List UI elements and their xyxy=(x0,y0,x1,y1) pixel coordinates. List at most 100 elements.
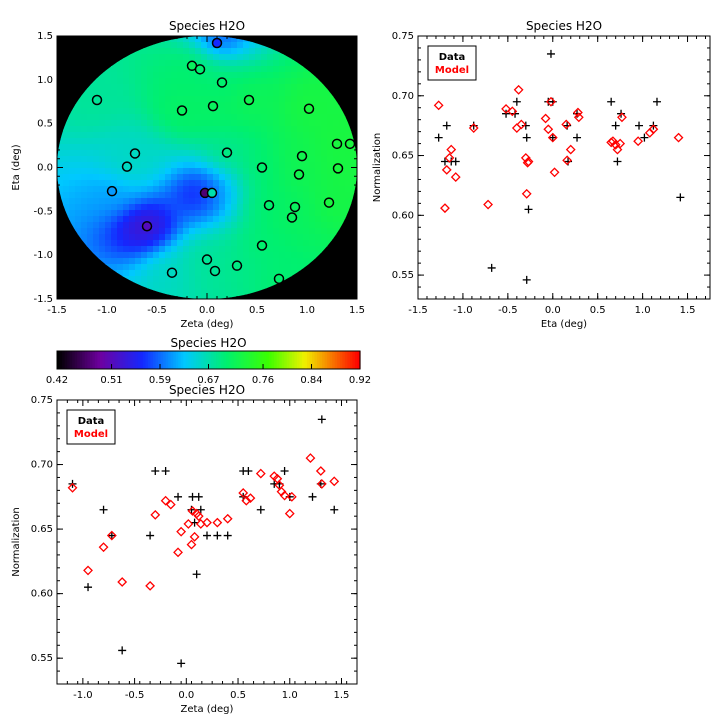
field-cell xyxy=(321,228,328,235)
field-cell xyxy=(309,84,316,91)
field-cell xyxy=(147,186,154,193)
field-cell xyxy=(219,174,226,181)
colorbar-cell xyxy=(339,351,343,369)
field-cell xyxy=(261,186,268,193)
field-cell xyxy=(99,228,106,235)
field-cell xyxy=(183,60,190,67)
field-cell xyxy=(321,240,328,247)
field-cell xyxy=(129,72,136,79)
field-cell xyxy=(273,252,280,259)
field-cell xyxy=(111,84,118,91)
field-cell xyxy=(213,252,220,259)
field-cell xyxy=(117,216,124,223)
field-cell xyxy=(81,132,88,139)
field-cell xyxy=(261,66,268,73)
field-cell xyxy=(105,234,112,241)
colorbar-cell xyxy=(319,351,323,369)
field-cell xyxy=(177,132,184,139)
field-cell xyxy=(183,102,190,109)
field-cell xyxy=(135,78,142,85)
field-cell xyxy=(309,174,316,181)
field-cell xyxy=(297,258,304,265)
field-cell xyxy=(201,168,208,175)
field-cell xyxy=(321,216,328,223)
field-cell xyxy=(135,162,142,169)
field-cell xyxy=(315,228,322,235)
field-cell xyxy=(129,108,136,115)
field-cell xyxy=(57,138,64,145)
field-cell xyxy=(339,126,346,133)
field-cell xyxy=(303,174,310,181)
field-cell xyxy=(105,108,112,115)
field-cell xyxy=(153,156,160,163)
field-cell xyxy=(189,150,196,157)
colorbar-cell xyxy=(271,351,275,369)
field-cell xyxy=(111,198,118,205)
field-cell xyxy=(249,90,256,97)
field-cell xyxy=(75,192,82,199)
field-cell xyxy=(141,96,148,103)
field-cell xyxy=(81,234,88,241)
field-cell xyxy=(213,186,220,193)
field-cell xyxy=(99,114,106,121)
field-cell xyxy=(303,252,310,259)
field-cell xyxy=(213,66,220,73)
field-cell xyxy=(75,174,82,181)
field-cell xyxy=(141,72,148,79)
field-cell xyxy=(63,186,70,193)
field-cell xyxy=(333,180,340,187)
field-cell xyxy=(165,48,172,55)
field-cell xyxy=(69,162,76,169)
chart-title: Species H2O xyxy=(169,19,245,33)
colorbar-cell xyxy=(130,351,134,369)
field-cell xyxy=(219,90,226,97)
field-cell xyxy=(147,210,154,217)
field-cell xyxy=(231,276,238,283)
field-cell xyxy=(321,186,328,193)
field-cell xyxy=(285,138,292,145)
field-cell xyxy=(81,180,88,187)
field-cell xyxy=(231,60,238,67)
field-cell xyxy=(147,252,154,259)
field-cell xyxy=(189,228,196,235)
field-cell xyxy=(291,252,298,259)
field-cell xyxy=(279,216,286,223)
field-cell xyxy=(141,138,148,145)
colorbar-cell xyxy=(213,351,217,369)
field-cell xyxy=(123,66,130,73)
field-cell xyxy=(195,162,202,169)
field-cell xyxy=(75,168,82,175)
field-cell xyxy=(147,54,154,61)
field-cell xyxy=(99,168,106,175)
field-cell xyxy=(171,168,178,175)
field-cell xyxy=(267,180,274,187)
colorbar-cell xyxy=(312,351,316,369)
field-cell xyxy=(117,108,124,115)
field-cell xyxy=(243,270,250,277)
model-point xyxy=(193,511,204,522)
field-cell xyxy=(303,246,310,253)
x-axis-label: Zeta (deg) xyxy=(181,319,234,330)
field-cell xyxy=(177,102,184,109)
field-cell xyxy=(135,90,142,97)
field-cell xyxy=(189,84,196,91)
field-cell xyxy=(213,90,220,97)
field-cell xyxy=(255,156,262,163)
field-cell xyxy=(189,210,196,217)
field-cell xyxy=(147,162,154,169)
field-cell xyxy=(339,138,346,145)
field-cell xyxy=(147,84,154,91)
field-cell xyxy=(165,132,172,139)
field-cell xyxy=(105,252,112,259)
field-cell xyxy=(183,90,190,97)
field-cell xyxy=(261,138,268,145)
colorbar-cell xyxy=(190,351,194,369)
field-cell xyxy=(111,210,118,217)
field-cell xyxy=(147,138,154,145)
field-cell xyxy=(321,132,328,139)
field-cell xyxy=(177,96,184,103)
colorbar-cell xyxy=(261,351,265,369)
field-cell xyxy=(249,198,256,205)
field-cell xyxy=(201,198,208,205)
field-cell xyxy=(201,156,208,163)
